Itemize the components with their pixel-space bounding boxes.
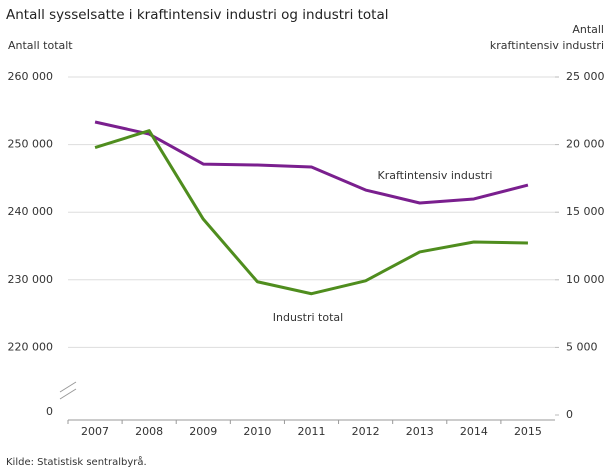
x-tick-label: 2014: [460, 425, 488, 438]
x-tick-label: 2007: [81, 425, 109, 438]
source: Kilde: Statistisk sentralbyrå.: [6, 455, 147, 468]
y-tick-label: 260 000: [8, 70, 54, 83]
x-tick-label: 2013: [406, 425, 434, 438]
series-line: [94, 120, 529, 205]
series-label: Kraftintensiv industri: [378, 169, 493, 182]
x-tick-label: 2011: [298, 425, 326, 438]
series-label: Industri total: [273, 311, 343, 324]
y-tick-label: 220 000: [8, 340, 54, 353]
x-tick-label: 2009: [189, 425, 217, 438]
x-tick-label: 2010: [243, 425, 271, 438]
y-axis-title: Antall totalt: [8, 39, 73, 52]
y2-axis-title: Antall: [572, 23, 604, 36]
y-break-label: 0: [46, 405, 53, 418]
y2-tick-label: 10 000: [566, 273, 605, 286]
y2-tick-label: 25 000: [566, 70, 605, 83]
axis-break: [59, 381, 77, 400]
y-tick-label: 230 000: [8, 273, 54, 286]
y2-tick-label: 15 000: [566, 205, 605, 218]
y2-tick-label: 0: [566, 408, 573, 421]
y2-tick-label: 20 000: [566, 138, 605, 151]
y2-axis-title: kraftintensiv industri: [490, 39, 604, 52]
y2-tick-label: 5 000: [566, 340, 598, 353]
chart-title: Antall sysselsatte i kraftintensiv indus…: [6, 7, 389, 23]
x-tick-label: 2015: [514, 425, 542, 438]
y-tick-label: 250 000: [8, 138, 54, 151]
x-tick-label: 2012: [352, 425, 380, 438]
y-tick-label: 240 000: [8, 205, 54, 218]
series-line: [94, 129, 528, 296]
x-tick-label: 2008: [135, 425, 163, 438]
